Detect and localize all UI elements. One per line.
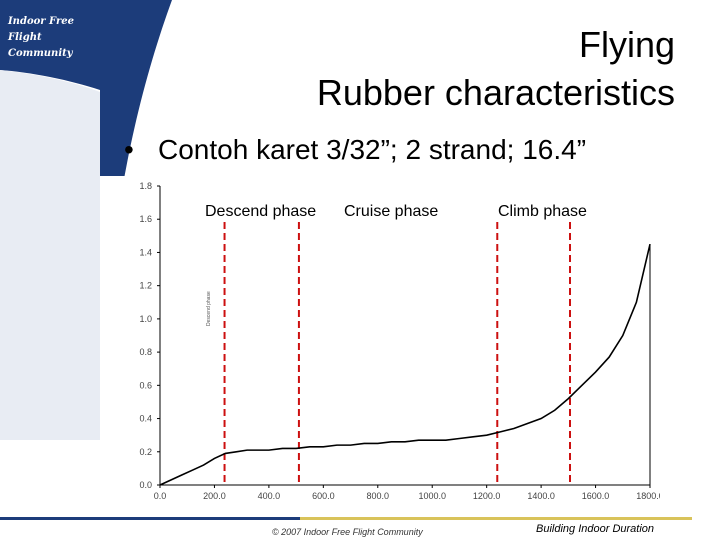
x-tick-label: 800.0 [367, 491, 390, 501]
footer-divider-blue [0, 517, 300, 520]
y-tick-label: 0.0 [139, 480, 152, 490]
chart-axes [159, 186, 650, 486]
x-tick-label: 400.0 [258, 491, 281, 501]
phase-label: Climb phase [498, 203, 587, 220]
footer-copyright: © 2007 Indoor Free Flight Community [272, 527, 423, 537]
y-tick-label: 0.2 [139, 447, 152, 457]
y-tick-label: 1.8 [139, 181, 152, 191]
x-tick-label: 0.0 [154, 491, 167, 501]
small-inset-label: Descend phase [206, 291, 212, 326]
torque-curve-line [159, 243, 651, 486]
rubber-torque-chart: 0.0 200.0 400.0 600.0 800.0 1000.0 1200.0 1400.… [100, 176, 660, 510]
x-tick-label: 1600.0 [582, 491, 610, 501]
x-tick-label: 1400.0 [527, 491, 555, 501]
footer-course-title: Building Indoor Duration [536, 523, 655, 535]
bullet-text: Contoh karet 3/32”; 2 strand; 16.4” [158, 134, 587, 165]
brand-line-2: Community [8, 48, 73, 59]
phase-label: Descend phase [205, 203, 316, 220]
y-tick-label: 0.8 [139, 347, 152, 357]
y-tick-label: 0.6 [139, 380, 152, 390]
chart-phase-labels: Descend phase Cruise phase Climb phase Desc… [205, 203, 587, 326]
x-tick-label: 200.0 [203, 491, 226, 501]
x-tick-label: 600.0 [312, 491, 335, 501]
footer-divider-gold [300, 517, 692, 520]
bullet-item: • Contoh karet 3/32”; 2 strand; 16.4” [124, 134, 586, 166]
y-tick-label: 1.2 [139, 281, 152, 291]
phase-label: Cruise phase [344, 203, 438, 220]
chart-ticks: 0.0 200.0 400.0 600.0 800.0 1000.0 1200.0 1400.… [139, 181, 660, 501]
y-tick-label: 1.6 [139, 214, 152, 224]
x-tick-label: 1000.0 [418, 491, 446, 501]
y-tick-label: 0.4 [139, 414, 152, 424]
y-tick-label: 1.0 [139, 314, 152, 324]
x-tick-label: 1800.0 [636, 491, 660, 501]
footer-divider [0, 517, 692, 520]
y-tick-label: 1.4 [139, 247, 152, 257]
corner-highlight [0, 70, 100, 440]
chart-background [100, 176, 660, 510]
x-tick-label: 1200.0 [473, 491, 501, 501]
brand-logo: Indoor Free Flight Community [8, 14, 88, 62]
slide-title-line-1: Flying [578, 24, 675, 65]
slide-title-line-2: Rubber characteristics [316, 72, 675, 113]
brand-line-1: Indoor Free Flight [8, 16, 74, 43]
chart-series [159, 243, 651, 486]
bullet-dot-icon: • [124, 134, 134, 165]
corner-blue-band [0, 0, 172, 440]
